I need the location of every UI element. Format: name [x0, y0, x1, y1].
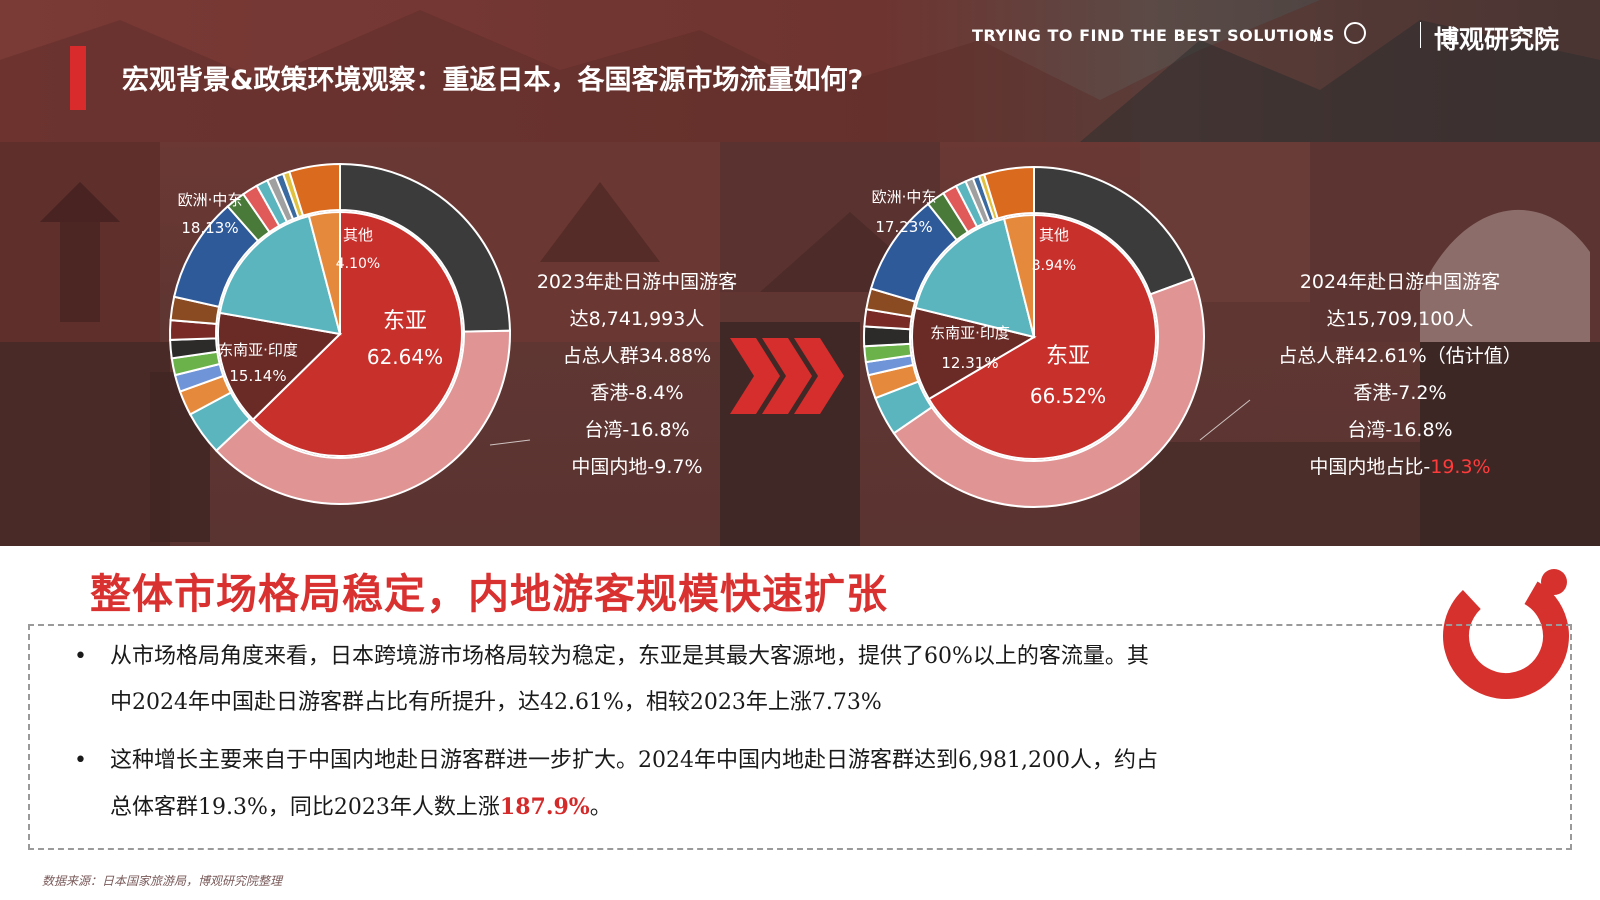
leader-line-2023: [489, 439, 531, 446]
bullet-2-line2-text: 总体客群19.3%，同比2023年人数上涨: [110, 795, 500, 820]
header: 宏观背景&政策环境观察：重返日本，各国客源市场流量如何? TRYING TO F…: [0, 0, 1600, 142]
outer-ring-slice: [288, 162, 341, 217]
slice-label: 东亚: [1046, 344, 1090, 369]
inner-pie-slice: [914, 217, 1036, 339]
ring-logo-icon: [1443, 569, 1569, 699]
tagline-separator: /: [1314, 24, 1321, 45]
slice-label: 东南亚·印度: [930, 324, 1010, 342]
headline: 整体市场格局稳定，内地游客规模快速扩张: [90, 570, 888, 618]
outer-ring-slice: [214, 329, 511, 505]
mainland-share-label: 中国内地占比-: [1309, 456, 1431, 478]
stats-2023-line: 2023年赴日游中国游客: [536, 271, 738, 293]
slice-label: 东亚: [383, 309, 427, 334]
summary-box: [28, 624, 1572, 850]
transition-arrows-icon: [730, 338, 844, 414]
brand-name: 博观研究院: [1434, 25, 1560, 54]
stats-2023-line: 占总人群34.88%: [562, 345, 712, 367]
stats-2023-line: 达8,741,993人: [569, 308, 705, 330]
photo-tile-street: [0, 342, 170, 546]
bullet-dot: •: [74, 748, 87, 773]
bullet-1-line2: 中2024年中国赴日游客群占比有所提升，达42.61%，相较2023年上涨7.7…: [110, 690, 882, 715]
slice-value-label: 12.31%: [941, 354, 998, 372]
slice-value-label: 4.10%: [336, 256, 380, 272]
stats-2024-line: 台湾-16.8%: [1347, 419, 1453, 441]
stats-2023-line: 香港-8.4%: [590, 382, 684, 404]
boguan-logo-icon: [1344, 22, 1366, 44]
bullet-1: • 从市场格局角度来看，日本跨境游市场格局较为稳定，东亚是其最大客源地，提供了6…: [74, 634, 1149, 726]
bullet-2-line2-suffix: 。: [589, 795, 612, 820]
pie-chart-2023: 东亚 62.64% 东南亚·印度 15.14% 欧洲·中东 18.13% 其他 4.10%: [169, 162, 511, 505]
photo-tile-shrine: [1140, 442, 1420, 546]
tagline: TRYING TO FIND THE BEST SOLUTIONS: [972, 26, 1335, 45]
leader-line-2024: [1199, 399, 1251, 441]
title-accent-bar: [70, 46, 86, 110]
slice-value-label: 62.64%: [367, 345, 443, 369]
page-title: 宏观背景&政策环境观察：重返日本，各国客源市场流量如何?: [122, 65, 864, 96]
photo-tile-sushi: [1420, 342, 1600, 546]
slice-value-label: 66.52%: [1030, 384, 1106, 408]
slice-value-label: 3.94%: [1032, 258, 1076, 274]
stats-2024-line: 香港-7.2%: [1353, 382, 1447, 404]
header-mountain-backdrop: [0, 0, 1600, 142]
slice-label: 东南亚·印度: [218, 341, 298, 359]
inner-pie-slice: [251, 210, 463, 457]
slice-value-label: 17.23%: [875, 218, 932, 236]
inner-pie-slice: [218, 214, 342, 336]
bullet-2-line2: 总体客群19.3%，同比2023年人数上涨187.9%。: [110, 784, 1158, 831]
stats-2024-line-mainland: 中国内地占比-19.3%: [1250, 449, 1550, 486]
stats-2023: 2023年赴日游中国游客 达8,741,993人 占总人群34.88% 香港-8…: [512, 264, 762, 486]
slice-label: 欧洲·中东: [178, 191, 243, 209]
bullet-dot: •: [74, 644, 87, 669]
photo-tile-wave: [1310, 142, 1600, 342]
outer-ring-slice: [892, 277, 1205, 508]
stats-2023-line: 中国内地-9.7%: [571, 456, 703, 478]
inner-pie-slice: [1002, 213, 1035, 338]
stats-2024-line: 占总人群42.61%（估计值）: [1278, 345, 1522, 367]
slice-label: 其他: [1039, 226, 1069, 244]
outer-ring-slice: [983, 165, 1035, 220]
logo-divider: [1420, 22, 1421, 48]
bullet-2: • 这种增长主要来自于中国内地赴日游客群进一步扩大。2024年中国内地赴日游客群…: [74, 738, 1158, 831]
slice-label: 欧洲·中东: [872, 188, 937, 206]
slice-label: 其他: [343, 226, 373, 244]
inner-pie-slice: [911, 306, 1037, 401]
bullet-2-line1: 这种增长主要来自于中国内地赴日游客群进一步扩大。2024年中国内地赴日游客群达到…: [110, 748, 1158, 773]
inner-pie-slice: [927, 213, 1157, 460]
data-source: 数据来源：日本国家旅游局，博观研究院整理: [42, 874, 283, 888]
slice-value-label: 15.14%: [229, 367, 286, 385]
growth-highlight: 187.9%: [499, 794, 590, 820]
stats-2024-line: 达15,709,100人: [1326, 308, 1474, 330]
inner-pie-slice: [307, 210, 341, 335]
pie-chart-2024: 东亚 66.52% 东南亚·印度 12.31% 欧洲·中东 17.23% 其他 3.94%: [863, 165, 1205, 508]
inner-pie-slice: [217, 311, 343, 421]
bullet-1-line1: 从市场格局角度来看，日本跨境游市场格局较为稳定，东亚是其最大客源地，提供了60%…: [110, 644, 1149, 669]
stats-2024-line: 2024年赴日游中国游客: [1299, 271, 1501, 293]
slice-value-label: 18.13%: [181, 219, 238, 237]
stats-2023-line: 台湾-16.8%: [584, 419, 690, 441]
mainland-share-value: 19.3%: [1430, 456, 1491, 478]
stats-2024: 2024年赴日游中国游客 达15,709,100人 占总人群42.61%（估计值…: [1250, 264, 1550, 486]
